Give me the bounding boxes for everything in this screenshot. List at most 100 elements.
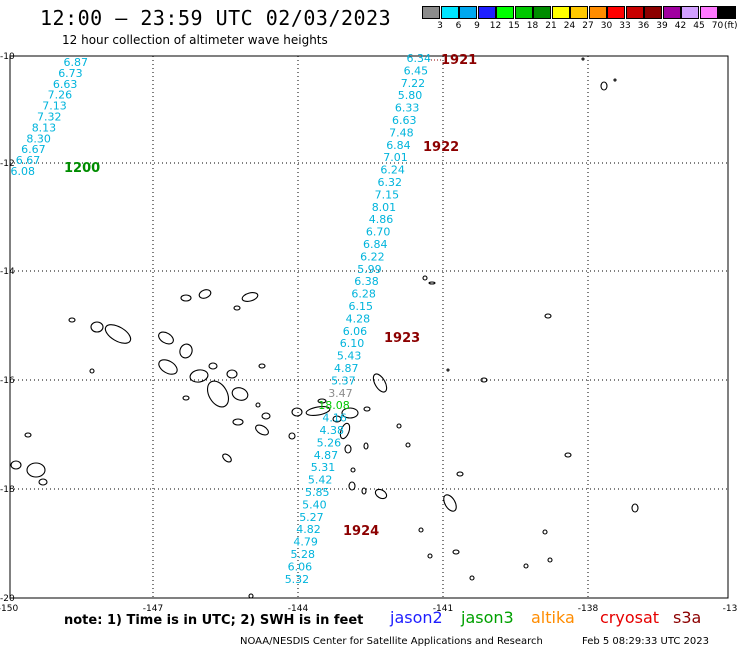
swh-value: 6.70 — [366, 226, 391, 239]
legend-label: 21 — [545, 21, 557, 31]
track-time-label: 1922 — [423, 140, 459, 155]
island-outline — [241, 292, 259, 302]
swh-value: 5.80 — [398, 89, 423, 102]
swh-value: 6.73 — [58, 67, 83, 80]
swh-value: 6.06 — [288, 560, 313, 573]
island-outline — [206, 380, 230, 408]
swh-value: 5.99 — [357, 263, 382, 276]
track-time-label: 1924 — [343, 524, 379, 539]
island-outline — [248, 593, 254, 599]
lat-tick-label: -14 — [0, 267, 15, 277]
legend-swatch — [699, 6, 718, 19]
satellite-name: jason3 — [461, 608, 514, 627]
swh-value: 5.37 — [331, 374, 356, 387]
plot-frame — [9, 55, 729, 599]
swh-value: 6.32 — [378, 176, 403, 189]
swh-value: 6.84 — [363, 238, 388, 251]
lon-tick-label: -138 — [578, 604, 599, 614]
island-outline — [405, 442, 411, 448]
legend-label: 27 — [582, 21, 594, 31]
island-outline — [452, 549, 460, 555]
island-outline — [422, 275, 428, 281]
island-outline — [446, 368, 450, 372]
swh-value: 6.06 — [343, 325, 368, 338]
legend-swatch — [681, 6, 699, 19]
island-outline — [180, 294, 192, 302]
island-outline — [396, 423, 402, 429]
lon-tick-label: -141 — [433, 604, 453, 614]
axis-ticks: -150 -147 -144 -141 -138 -13 -10 -12 -14 -16 -18 -2… — [0, 52, 737, 614]
island-outline — [305, 405, 331, 417]
legend-label: 9 — [474, 21, 480, 31]
island-outline — [469, 575, 475, 581]
swh-value: 6.87 — [64, 56, 89, 69]
island-outline — [631, 503, 639, 513]
island-outline — [428, 281, 436, 285]
swh-value: 5.31 — [311, 461, 336, 474]
swh-value: 8.01 — [372, 201, 397, 214]
swh-value: 7.13 — [42, 100, 67, 113]
island-outline — [179, 343, 193, 359]
swh-value: 4.82 — [296, 523, 321, 536]
island-outline — [418, 527, 424, 533]
swh-value: 6.24 — [380, 164, 405, 177]
island-outline — [523, 563, 529, 569]
island-outline — [288, 432, 296, 440]
track-time-label: 1200 — [64, 161, 100, 176]
swh-value: 5.32 — [285, 573, 310, 586]
lon-tick-label: -144 — [288, 604, 309, 614]
legend-swatch — [422, 6, 440, 19]
satellite-name: altika — [531, 608, 575, 627]
island-outline — [443, 494, 457, 512]
satellite-tracks: 6.876.736.637.267.137.328.138.306.676.67… — [11, 52, 478, 586]
swh-value: 6.67 — [21, 143, 46, 156]
island-outline — [348, 481, 356, 491]
legend-label: 18 — [526, 21, 539, 31]
satellite-name: s3a — [673, 608, 702, 627]
island-outline — [613, 78, 617, 82]
swh-value: 6.63 — [392, 114, 417, 127]
legend-label: 36 — [637, 21, 650, 31]
swh-value: 6.45 — [404, 64, 429, 77]
swh-value: 7.26 — [48, 89, 73, 102]
island-outline — [198, 289, 212, 299]
lon-tick-label: -147 — [143, 604, 163, 614]
graticule-grid — [10, 56, 728, 598]
lat-tick-label: -12 — [0, 159, 15, 169]
legend-unit: (ft) — [724, 21, 738, 31]
island-outline — [291, 407, 303, 417]
swh-value: 4.87 — [334, 362, 359, 375]
legend-swatch — [662, 6, 681, 19]
island-outline — [374, 488, 388, 500]
island-outline — [372, 373, 388, 393]
legend-swatch — [459, 6, 477, 19]
legend-swatch — [496, 6, 514, 19]
map-title: 12:00 – 23:59 UTC 02/03/2023 — [40, 6, 392, 30]
lat-tick-label: -18 — [0, 485, 15, 495]
legend-swatch — [607, 6, 625, 19]
swh-value: 5.40 — [302, 498, 327, 511]
island-coastlines — [10, 57, 639, 599]
legend-label: 33 — [619, 21, 631, 31]
legend-label: 6 — [455, 21, 462, 31]
legend-swatch — [477, 6, 496, 19]
island-outline — [104, 324, 132, 344]
swh-value: 4.87 — [314, 449, 339, 462]
swh-value: 7.22 — [401, 77, 426, 90]
swh-value: 6.34 — [407, 52, 432, 65]
island-outline — [255, 424, 269, 436]
lat-tick-label: -10 — [0, 52, 15, 62]
island-outline — [89, 368, 95, 374]
lon-tick-label: -13 — [723, 604, 738, 614]
island-outline — [189, 369, 209, 383]
island-outline — [427, 553, 433, 559]
legend-label: 12 — [489, 21, 502, 31]
footer-note: note: 1) Time is in UTC; 2) SWH is in fe… — [64, 613, 364, 628]
swh-value: 5.27 — [299, 511, 324, 524]
island-outline — [255, 402, 261, 408]
lat-tick-label: -16 — [0, 376, 15, 386]
island-outline — [456, 471, 464, 477]
island-outline — [581, 57, 585, 61]
island-outline — [233, 305, 241, 311]
